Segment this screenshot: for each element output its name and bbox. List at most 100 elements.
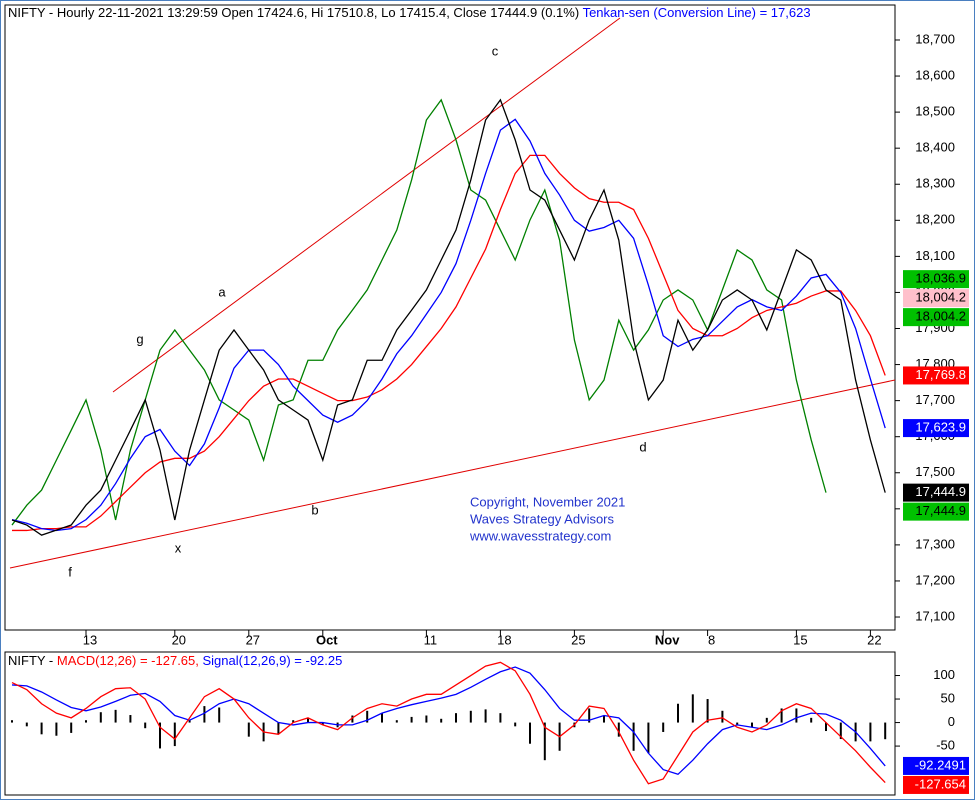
y-tick-label: 17,700 xyxy=(915,392,955,407)
wave-label: c xyxy=(492,43,499,58)
price-label-box xyxy=(903,270,969,289)
y-tick-label: 18,600 xyxy=(915,67,955,82)
x-tick-label: Nov xyxy=(655,632,680,647)
y-tick-label: 17,200 xyxy=(915,572,955,587)
y-tick-label: 18,400 xyxy=(915,140,955,155)
histogram-bar xyxy=(647,722,650,754)
histogram-bar xyxy=(366,710,369,723)
histogram-bar xyxy=(11,720,13,723)
trend-line xyxy=(9,379,896,569)
x-tick-label: 22 xyxy=(867,632,881,647)
histogram-bar xyxy=(292,720,295,723)
price-label: 17,444.9 xyxy=(915,484,966,499)
histogram-bar xyxy=(381,713,383,723)
histogram-bar xyxy=(99,712,102,723)
x-tick-label: 18 xyxy=(497,632,511,647)
y-tick-label: 18,500 xyxy=(915,104,955,119)
y-tick-label: 18,700 xyxy=(915,31,955,46)
histogram-bar xyxy=(218,707,221,723)
y-tick-label: 100 xyxy=(933,667,955,682)
wave-label: d xyxy=(639,439,646,454)
histogram-bar xyxy=(425,715,428,723)
histogram-bar xyxy=(159,722,161,749)
x-tick-label: 25 xyxy=(571,632,585,647)
histogram-bar xyxy=(173,722,176,747)
y-tick-label: 50 xyxy=(941,690,955,705)
histogram-bar xyxy=(795,708,798,723)
wave-label: f xyxy=(68,564,72,579)
chart-title: NIFTY - Hourly 22-11-2021 13:29:59 Open … xyxy=(8,5,811,20)
series-line xyxy=(11,118,886,532)
y-tick-label: 17,500 xyxy=(915,464,955,479)
copyright-note: Waves Strategy Advisors xyxy=(470,511,615,526)
y-tick-label: 18,100 xyxy=(915,248,955,263)
x-tick-label: Oct xyxy=(316,632,338,647)
histogram-bar xyxy=(307,717,309,723)
price-label: 17,769.8 xyxy=(915,367,966,382)
title: Signal(12,26,9) = -92.25 xyxy=(203,653,343,668)
histogram-bar xyxy=(469,710,472,723)
histogram-bar xyxy=(40,722,43,735)
histogram-bar xyxy=(869,722,872,742)
histogram-bar xyxy=(277,722,280,735)
price-label-box xyxy=(903,483,969,502)
y-tick-label: 0 xyxy=(948,714,955,729)
histogram-bar xyxy=(839,722,842,740)
wave-label: g xyxy=(136,331,143,346)
histogram-bar xyxy=(484,709,487,723)
price-label: 17,623.9 xyxy=(915,420,966,435)
wave-label: b xyxy=(311,502,318,517)
x-tick-label: 11 xyxy=(424,632,438,647)
price-label-box xyxy=(903,775,969,794)
y-tick-label: 17,100 xyxy=(915,608,955,623)
price-label: 18,004.2 xyxy=(915,290,966,305)
histogram-bar xyxy=(455,713,457,723)
y-tick-label: 18,200 xyxy=(915,212,955,227)
histogram-bar xyxy=(810,717,813,723)
histogram-bar xyxy=(677,703,679,723)
histogram-bar xyxy=(603,715,605,723)
copyright-note: Copyright, November 2021 xyxy=(470,494,625,509)
series-line xyxy=(11,666,886,776)
subtitle: Tenkan-sen (Conversion Line) = 17,623 xyxy=(583,5,811,20)
histogram-bar xyxy=(884,722,887,740)
histogram-bar xyxy=(129,715,132,723)
histogram-bar xyxy=(203,706,206,723)
histogram-bar xyxy=(85,720,87,723)
y-tick-label: -50 xyxy=(936,738,955,753)
price-label-box xyxy=(903,502,969,521)
histogram-bar xyxy=(825,722,827,732)
histogram-bar xyxy=(751,722,753,728)
series-line xyxy=(11,98,827,526)
histogram-bar xyxy=(70,722,73,733)
histogram-bar xyxy=(765,717,768,723)
macd-title: NIFTY - MACD(12,26) = -127.65, Signal(12… xyxy=(8,653,342,668)
histogram-bar xyxy=(499,713,502,723)
copyright-note: www.wavesstrategy.com xyxy=(469,528,611,543)
macd-panel xyxy=(4,651,896,796)
y-tick-label: 18,300 xyxy=(915,176,955,191)
title: NIFTY - xyxy=(8,653,53,668)
histogram-bar xyxy=(144,722,147,729)
histogram-bar xyxy=(632,722,635,751)
histogram-bar xyxy=(351,715,354,723)
x-tick-label: 13 xyxy=(83,632,97,647)
histogram-bar xyxy=(706,699,709,723)
histogram-bar xyxy=(691,694,694,723)
histogram-bar xyxy=(410,716,413,723)
series-line xyxy=(11,98,886,536)
histogram-bar xyxy=(440,718,443,723)
histogram-bar xyxy=(188,720,191,723)
price-label: -92.2491 xyxy=(915,757,966,772)
x-tick-label: 15 xyxy=(793,632,807,647)
price-label-box xyxy=(903,419,969,438)
histogram-bar xyxy=(617,722,620,737)
histogram-bar xyxy=(55,722,58,736)
wave-label: a xyxy=(218,284,226,299)
y-tick-label: 17,300 xyxy=(915,536,955,551)
histogram-bar xyxy=(662,722,665,732)
series-line xyxy=(12,154,886,532)
histogram-bar xyxy=(321,722,324,725)
